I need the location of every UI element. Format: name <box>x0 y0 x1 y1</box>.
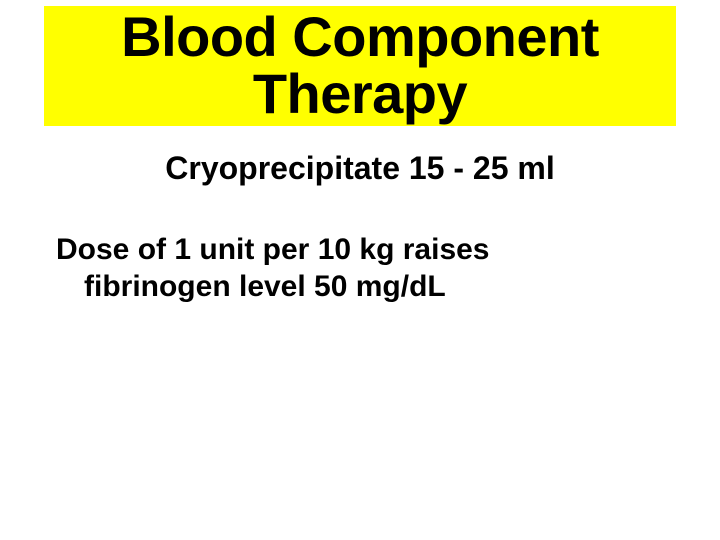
slide: Blood Component Therapy Cryoprecipitate … <box>0 0 720 540</box>
slide-title: Blood Component Therapy <box>44 8 676 122</box>
body-line-1: Dose of 1 unit per 10 kg raises <box>56 233 490 266</box>
slide-body: Dose of 1 unit per 10 kg raises fibrinog… <box>56 232 676 305</box>
title-highlight: Blood Component Therapy <box>44 6 676 126</box>
slide-subtitle: Cryoprecipitate 15 - 25 ml <box>0 150 720 187</box>
body-line-2: fibrinogen level 50 mg/dL <box>56 269 676 306</box>
